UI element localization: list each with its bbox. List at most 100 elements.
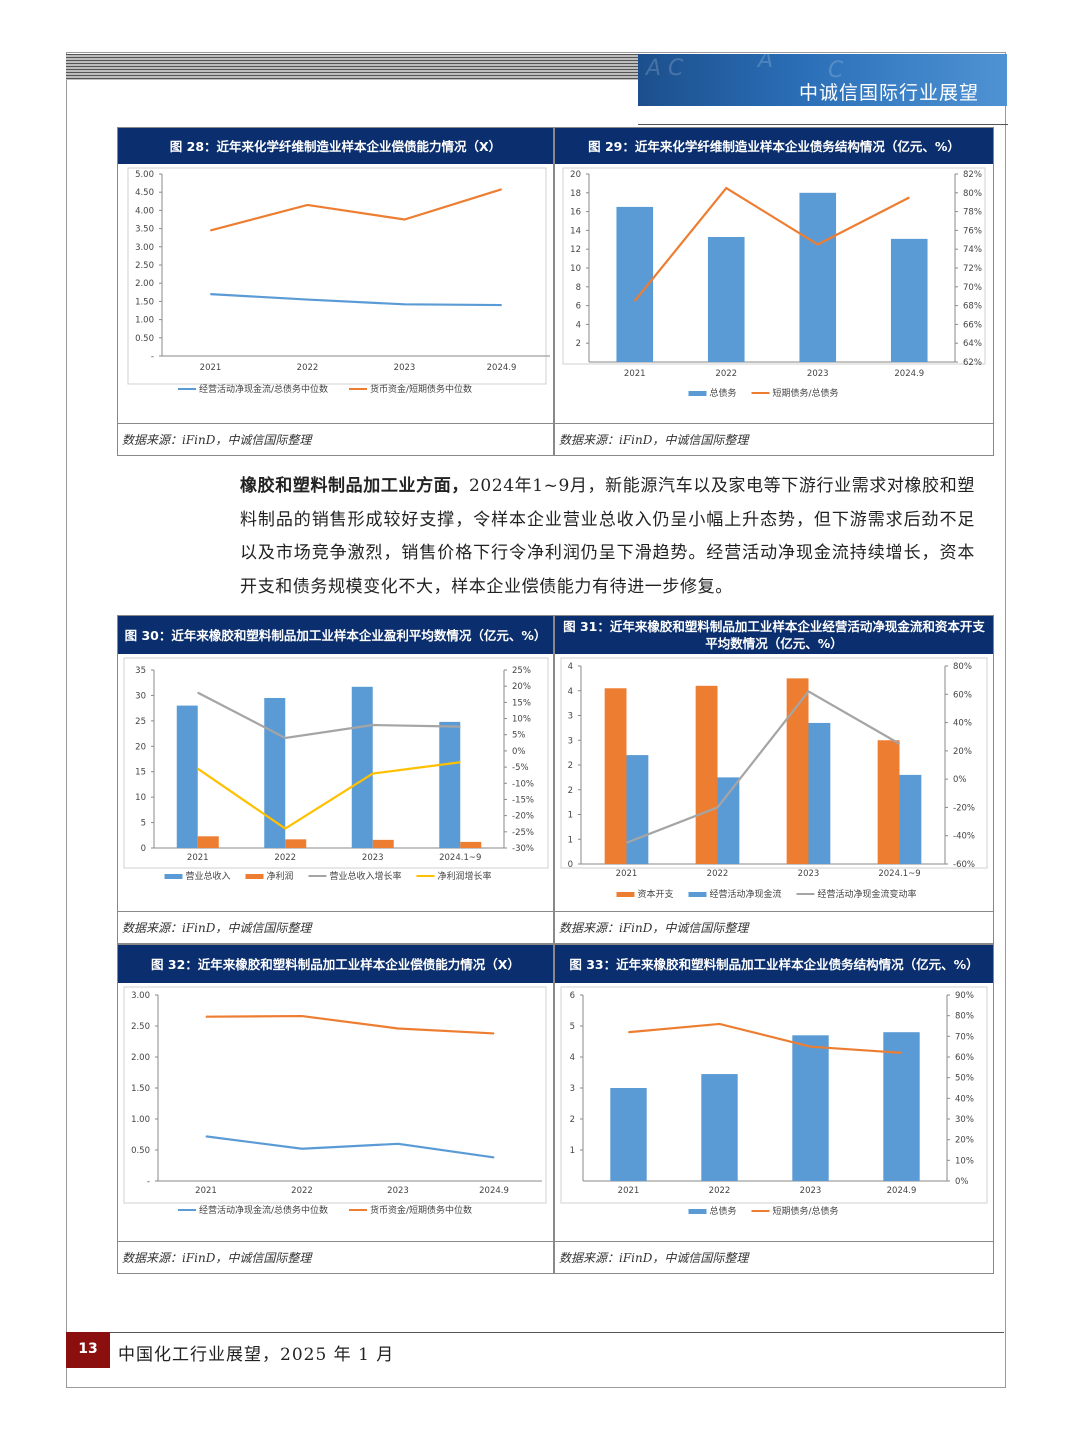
y-tick-label: 16 xyxy=(570,208,581,218)
y-tick-label: 5 xyxy=(141,819,146,829)
figure-source: 数据来源：iFinD，中诚信国际整理 xyxy=(555,911,993,943)
legend-label: 营业总收入 xyxy=(186,870,231,882)
legend-label: 总债务 xyxy=(710,1205,737,1217)
y-tick-label: 8 xyxy=(576,283,581,293)
bar xyxy=(883,1032,920,1181)
legend-label: 经营活动净现金流/总债务中位数 xyxy=(199,1204,328,1216)
data-point xyxy=(197,692,199,694)
y-tick-label: 1.00 xyxy=(131,1115,150,1125)
footer-rule xyxy=(66,1332,1004,1333)
bar xyxy=(695,685,718,864)
y2-tick-label: 10% xyxy=(955,1156,974,1166)
y-tick-label: 25 xyxy=(135,717,146,727)
x-tick-label: 2022 xyxy=(709,1186,731,1196)
page-number: 13 xyxy=(66,1332,110,1368)
x-tick-label: 2023 xyxy=(798,869,820,879)
y-tick-label: 4 xyxy=(568,662,573,672)
y2-tick-label: 60% xyxy=(955,1053,974,1063)
paragraph-lead: 橡胶和塑料制品加工业方面， xyxy=(240,476,469,496)
y2-tick-label: 20% xyxy=(512,682,531,692)
y-tick-label: 12 xyxy=(570,245,581,255)
bar xyxy=(610,1088,647,1181)
bar xyxy=(460,841,482,848)
data-point xyxy=(307,299,308,301)
bar xyxy=(799,192,837,362)
plot-area-frame xyxy=(127,167,547,385)
header-title: 中诚信国际行业展望 xyxy=(798,82,979,104)
x-tick-label: 2023 xyxy=(800,1186,822,1196)
series-line xyxy=(626,690,901,844)
y2-tick-label: 15% xyxy=(512,698,531,708)
bar xyxy=(372,839,394,848)
figure-29-panel: 图 29：近年来化学纤维制造业样本企业债务结构情况（亿元、%） 2 4 6 8 10 12… xyxy=(554,127,994,456)
y-tick-label: 2 xyxy=(568,761,573,771)
y-tick-label: 20 xyxy=(135,742,146,752)
data-point xyxy=(501,188,502,190)
y-tick-label: 5 xyxy=(570,1022,575,1032)
y2-tick-label: 68% xyxy=(963,302,982,312)
figure-title: 图 31：近年来橡胶和塑料制品加工业样本企业经营活动净现金流和资本开支平均数情况… xyxy=(555,616,993,654)
figure-source: 数据来源：iFinD，中诚信国际整理 xyxy=(118,911,553,943)
series-line xyxy=(197,691,461,740)
y-tick-label: 3.00 xyxy=(131,991,150,1001)
data-point xyxy=(205,1135,207,1137)
data-point xyxy=(284,737,286,739)
bar xyxy=(176,705,198,848)
y-tick-label: 0.50 xyxy=(131,1146,150,1156)
footer-text: 中国化工行业展望，2025 年 1 月 xyxy=(118,1345,395,1365)
y2-tick-label: -20% xyxy=(953,803,975,813)
bar xyxy=(792,1035,829,1181)
series-line xyxy=(210,188,502,232)
figure-title: 图 28：近年来化学纤维制造业样本企业偿债能力情况（X） xyxy=(118,128,553,164)
x-tick-label: 2023 xyxy=(807,369,829,379)
y2-tick-label: -15% xyxy=(512,795,534,805)
y-tick-label: 2.00 xyxy=(135,279,154,289)
data-point xyxy=(205,1016,207,1018)
figure-28-panel: 图 28：近年来化学纤维制造业样本企业偿债能力情况（X） - 0.50 1.00 1.… xyxy=(117,127,554,456)
y2-tick-label: -25% xyxy=(512,828,534,838)
x-tick-label: 2024.9 xyxy=(487,363,517,373)
data-point xyxy=(908,197,910,198)
y-tick-label: 4.00 xyxy=(135,206,154,216)
x-tick-label: 2023 xyxy=(387,1186,409,1196)
y-tick-label: - xyxy=(147,1177,150,1187)
legend-swatch xyxy=(688,1209,707,1214)
y-tick-label: 10 xyxy=(135,793,146,803)
data-point xyxy=(626,842,627,844)
data-point xyxy=(397,1143,399,1145)
legend-swatch xyxy=(616,892,635,897)
y-tick-label: 10 xyxy=(570,264,581,274)
data-point xyxy=(493,1156,495,1158)
data-point xyxy=(501,304,502,306)
y2-tick-label: 74% xyxy=(963,245,982,255)
y2-tick-label: -5% xyxy=(512,763,529,773)
figure-30-panel: 图 30：近年来橡胶和塑料制品加工业样本企业盈利平均数情况（亿元、%） 0 5 10… xyxy=(117,615,554,944)
y2-tick-label: 20% xyxy=(955,1136,974,1146)
figure-title: 图 33：近年来橡胶和塑料制品加工业样本企业债务结构情况（亿元、%） xyxy=(555,945,993,983)
figure-33-panel: 图 33：近年来橡胶和塑料制品加工业样本企业债务结构情况（亿元、%） 1 2 3 4 5… xyxy=(554,944,994,1274)
data-point xyxy=(817,244,819,245)
y2-tick-label: 0% xyxy=(953,775,967,785)
data-point xyxy=(459,761,461,763)
data-point xyxy=(808,690,809,692)
x-tick-label: 2021 xyxy=(624,369,646,379)
y2-tick-label: 40% xyxy=(953,719,972,729)
x-tick-label: 2024.9 xyxy=(479,1186,509,1196)
data-point xyxy=(197,768,199,770)
y2-tick-label: 0% xyxy=(955,1177,969,1187)
y2-tick-label: 80% xyxy=(953,662,972,672)
y2-tick-label: -40% xyxy=(953,832,975,842)
y-tick-label: 14 xyxy=(570,226,581,236)
data-point xyxy=(628,1031,629,1033)
bar xyxy=(626,755,649,864)
data-point xyxy=(210,293,211,295)
bar xyxy=(707,236,745,362)
x-tick-label: 2021 xyxy=(616,869,638,879)
data-point xyxy=(397,1027,399,1029)
y-tick-label: 1 xyxy=(568,811,573,821)
bar xyxy=(351,686,373,848)
data-point xyxy=(901,1052,902,1054)
data-point xyxy=(372,724,374,726)
y-tick-label: 6 xyxy=(570,991,575,1001)
y-tick-label: 2.50 xyxy=(135,261,154,271)
